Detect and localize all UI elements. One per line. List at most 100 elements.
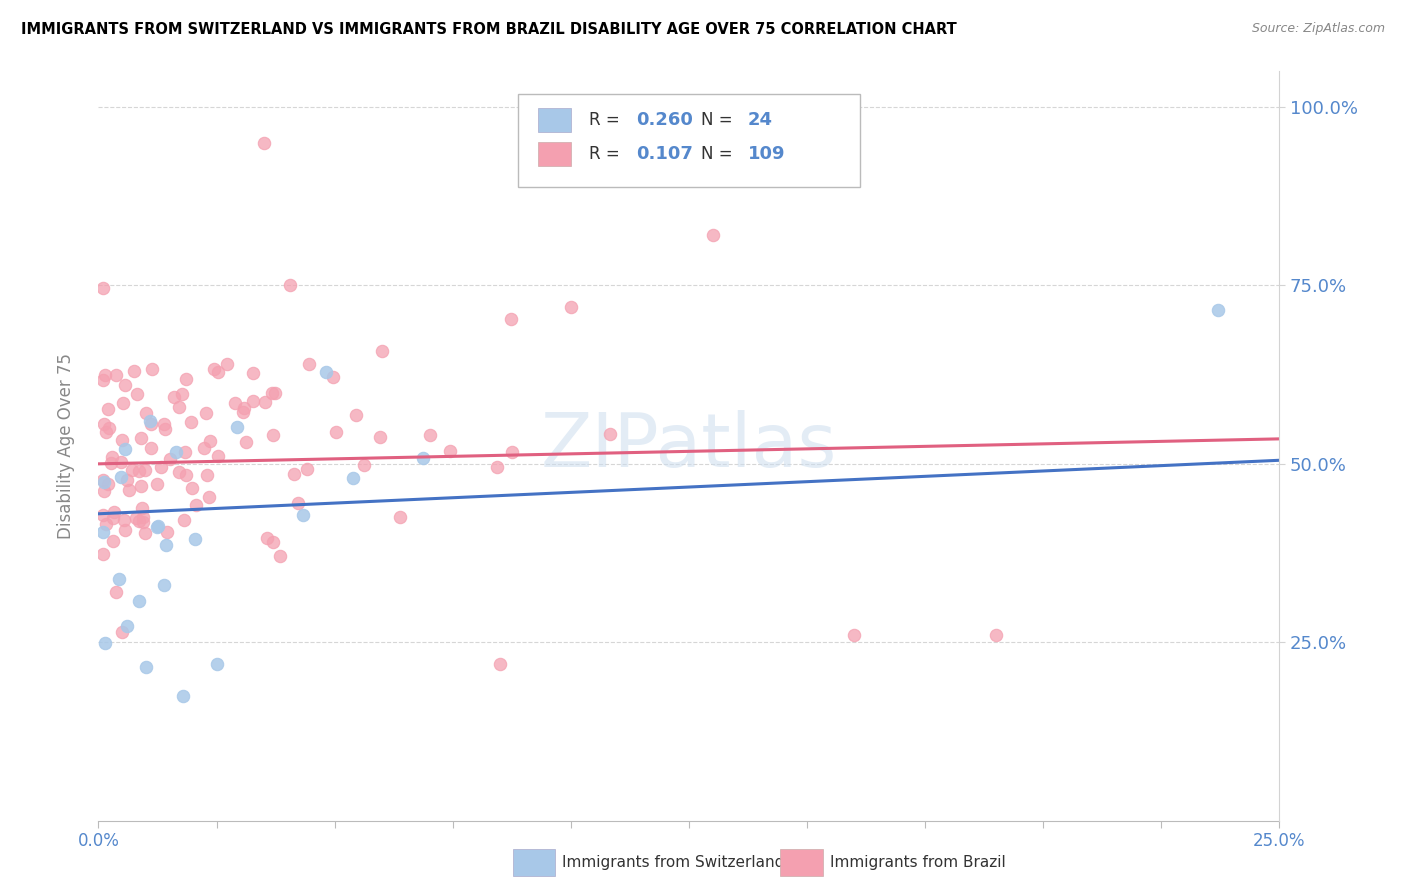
Point <box>101 450 124 464</box>
Point <box>599 426 621 441</box>
Point <box>283 467 305 482</box>
Text: N =: N = <box>700 145 738 162</box>
Point <box>262 534 284 549</box>
Point <box>132 515 155 529</box>
Point <box>91 281 114 295</box>
Point <box>93 484 115 499</box>
Point <box>278 277 301 292</box>
Text: R =: R = <box>589 145 624 162</box>
Point <box>103 511 125 525</box>
Point <box>184 532 207 546</box>
Point <box>98 421 121 435</box>
Point <box>269 549 291 563</box>
Point <box>91 373 114 387</box>
Point <box>232 405 254 419</box>
Point <box>93 417 115 431</box>
Point <box>388 509 411 524</box>
Point <box>131 501 153 516</box>
Point <box>91 524 114 539</box>
Point <box>180 481 202 495</box>
Text: Source: ZipAtlas.com: Source: ZipAtlas.com <box>1251 22 1385 36</box>
Point <box>253 136 276 150</box>
Point <box>262 427 284 442</box>
Point <box>114 442 136 456</box>
Point <box>353 458 375 472</box>
Point <box>501 445 523 459</box>
Point <box>134 525 156 540</box>
Point <box>156 524 179 539</box>
Point <box>180 415 202 429</box>
Point <box>298 357 321 371</box>
Point <box>485 460 508 475</box>
Point <box>111 433 134 447</box>
Point <box>146 519 169 533</box>
Point <box>117 619 139 633</box>
Point <box>94 636 117 650</box>
Point <box>207 365 229 379</box>
Y-axis label: Disability Age Over 75: Disability Age Over 75 <box>56 353 75 539</box>
Text: 24: 24 <box>748 112 773 129</box>
Point <box>1206 303 1229 318</box>
Point <box>412 450 434 465</box>
Point <box>702 228 724 243</box>
Point <box>984 628 1007 642</box>
Point <box>242 366 264 380</box>
Point <box>184 498 207 512</box>
Text: ZIPatlas: ZIPatlas <box>541 409 837 483</box>
Point <box>371 343 394 358</box>
Point <box>315 365 337 379</box>
Point <box>368 430 391 444</box>
Point <box>101 533 124 548</box>
Point <box>91 547 114 561</box>
Point <box>149 459 172 474</box>
Point <box>110 455 132 469</box>
Text: R =: R = <box>589 112 624 129</box>
Point <box>146 520 169 534</box>
Point <box>439 443 461 458</box>
Point <box>134 463 156 477</box>
Point <box>114 524 136 538</box>
Point <box>108 572 131 586</box>
Point <box>225 420 247 434</box>
Point <box>155 537 177 551</box>
Point <box>135 660 157 674</box>
Point <box>198 490 221 504</box>
Point <box>172 689 194 703</box>
Point <box>110 470 132 484</box>
Point <box>96 425 118 440</box>
Point <box>198 434 221 448</box>
Point <box>325 425 347 440</box>
Text: Immigrants from Switzerland: Immigrants from Switzerland <box>562 855 785 870</box>
Point <box>242 394 264 409</box>
Point <box>114 378 136 392</box>
Point <box>167 466 190 480</box>
Text: IMMIGRANTS FROM SWITZERLAND VS IMMIGRANTS FROM BRAZIL DISABILITY AGE OVER 75 COR: IMMIGRANTS FROM SWITZERLAND VS IMMIGRANT… <box>21 22 957 37</box>
Text: Immigrants from Brazil: Immigrants from Brazil <box>830 855 1005 870</box>
Point <box>115 473 138 487</box>
Point <box>342 471 364 485</box>
Point <box>215 357 238 371</box>
Point <box>295 462 318 476</box>
Point <box>419 428 441 442</box>
Point <box>128 514 150 528</box>
Point <box>129 478 152 492</box>
Point <box>91 508 114 522</box>
Point <box>111 395 134 409</box>
Point <box>174 444 197 458</box>
Point <box>262 385 284 400</box>
Point <box>232 401 254 416</box>
Point <box>118 483 141 498</box>
Point <box>205 657 228 671</box>
Point <box>174 372 197 386</box>
FancyBboxPatch shape <box>517 94 860 187</box>
Point <box>139 441 162 455</box>
Point <box>499 312 522 326</box>
Point <box>287 496 309 510</box>
Point <box>112 513 135 527</box>
Point <box>94 368 117 383</box>
Point <box>195 467 218 482</box>
FancyBboxPatch shape <box>537 142 571 166</box>
Point <box>291 508 314 522</box>
Point <box>91 473 114 487</box>
Point <box>105 585 128 599</box>
